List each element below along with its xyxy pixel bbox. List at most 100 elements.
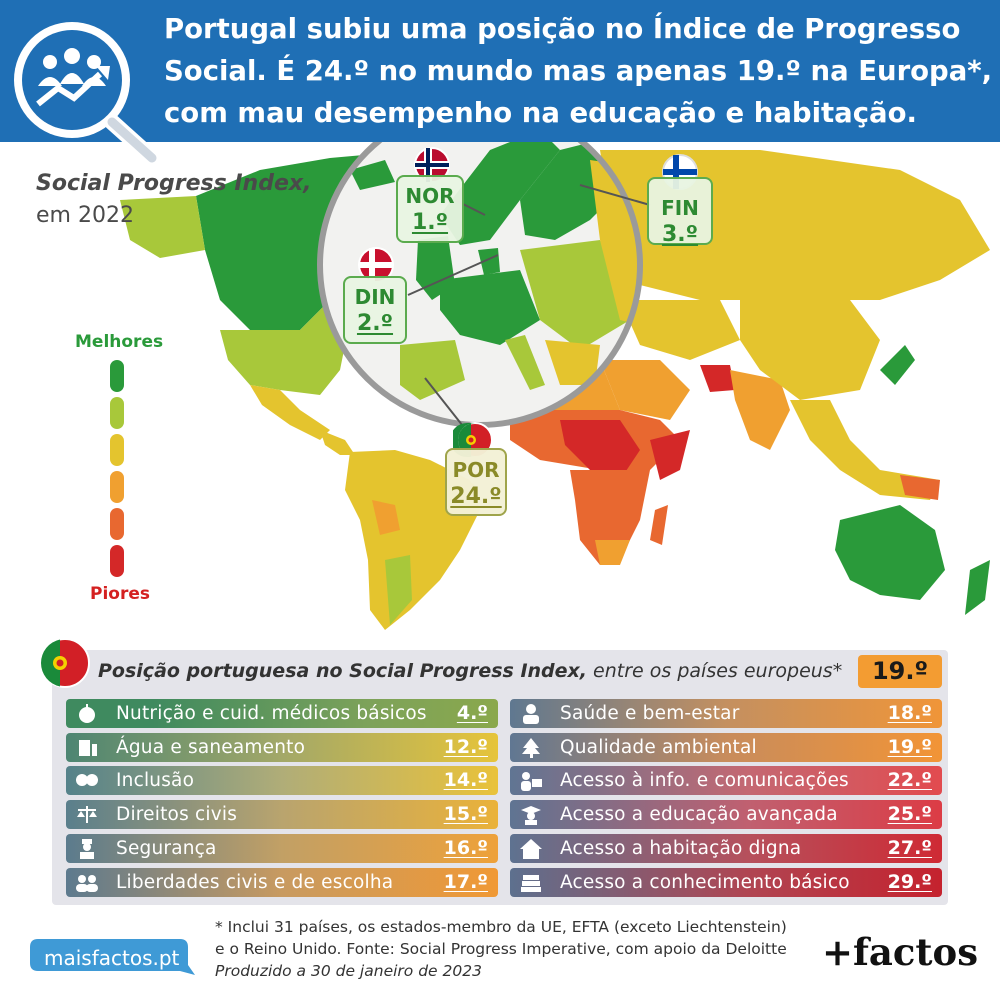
row-label: Liberdades civis e de escolha [116, 871, 394, 893]
justice-scale-icon [77, 806, 97, 824]
panel-heading-rest: entre os países europeus* [587, 660, 843, 682]
left-row: Inclusão 14.º [66, 766, 498, 796]
subtitle-italic: Social Progress Index, [36, 171, 312, 196]
graduate-icon [521, 806, 541, 826]
site-url[interactable]: maisfactos.pt [44, 946, 180, 970]
lens-italy [505, 335, 545, 390]
map-new-zealand [965, 560, 990, 615]
people-icon [76, 874, 98, 892]
callout-code: POR [452, 458, 500, 482]
denmark-flag-icon [358, 247, 394, 283]
legend-worst: Piores [90, 584, 150, 604]
doctor-icon [523, 704, 539, 724]
row-label: Acesso a educação avançada [560, 804, 838, 826]
map-central-asia [620, 300, 740, 360]
map-africa-center [560, 420, 640, 480]
lens-western-europe [440, 270, 540, 345]
map-chile-argentina [385, 555, 412, 625]
row-label: Água e saneamento [116, 736, 306, 758]
callout-rank: 2.º [356, 311, 394, 336]
lens-denmark [478, 248, 500, 275]
footnote-date: Produzido a 30 de janeiro de 2023 [215, 962, 482, 980]
lens-russia [590, 160, 638, 330]
legend-swatch-1 [110, 360, 124, 392]
footnote-line-1: * Inclui 31 países, os estados-membro da… [215, 918, 787, 936]
callout-rank: 24.º [450, 484, 502, 509]
row-label: Acesso a habitação digna [560, 837, 802, 859]
row-label: Saúde e bem-estar [560, 703, 740, 724]
left-row: Liberdades civis e de escolha 17.º [66, 867, 498, 897]
map-mexico [250, 385, 330, 440]
left-row: Água e saneamento 12.º [66, 732, 498, 762]
portugal-flag-icon [40, 638, 90, 688]
row-label: Acesso a conhecimento básico [560, 871, 850, 893]
page-title: Portugal subiu uma posição no Índice de … [164, 13, 993, 129]
house-icon [520, 838, 542, 859]
row-label: Acesso à info. e comunicações [560, 770, 849, 792]
legend-swatch-6 [110, 545, 124, 577]
books-icon [521, 874, 541, 892]
right-row: Acesso a conhecimento básico 29.º [510, 867, 942, 897]
map-central-america [320, 430, 355, 455]
row-rank: 15.º [443, 803, 488, 826]
map-india [730, 370, 790, 450]
computer-user-icon [521, 772, 542, 792]
right-row: Acesso à info. e comunicações 22.º [510, 766, 942, 796]
callout-portugal: POR 24.º [445, 448, 507, 516]
brand-logo: +factos [822, 930, 979, 974]
footnote-line-2: e o Reino Unido. Fonte: Social Progress … [215, 940, 787, 958]
map-alaska [120, 196, 205, 258]
right-row: Acesso a habitação digna 27.º [510, 833, 942, 863]
lens-norway [440, 142, 560, 245]
lens-balkans [545, 340, 600, 385]
row-rank: 16.º [443, 836, 488, 859]
row-label: Nutrição e cuid. médicos básicos [116, 703, 427, 724]
legend-swatch-4 [110, 471, 124, 503]
legend-best: Melhores [75, 332, 164, 352]
map-bolivia [372, 500, 400, 535]
map-japan [880, 345, 915, 385]
magnifier-logo-icon [14, 22, 160, 166]
map-australia [835, 505, 945, 600]
row-rank: 12.º [443, 735, 488, 758]
lens-iceland [350, 160, 395, 190]
row-rank: 27.º [887, 836, 932, 859]
row-rank: 29.º [887, 870, 932, 893]
footnote: * Inclui 31 países, os estados-membro da… [215, 916, 787, 982]
right-row: Saúde e bem-estar 18.º [510, 699, 942, 728]
left-row: Direitos civis 15.º [66, 800, 498, 830]
map-afghanistan [700, 365, 735, 392]
water-glass-icon [79, 739, 97, 756]
panel-heading: Posição portuguesa no Social Progress In… [98, 660, 842, 682]
map-middle-east [600, 360, 690, 420]
row-rank: 17.º [443, 870, 488, 893]
row-label: Direitos civis [116, 804, 238, 826]
row-rank: 22.º [887, 769, 932, 792]
tree-icon [522, 737, 540, 758]
row-rank: 18.º [887, 702, 932, 724]
header-banner: Portugal subiu uma posição no Índice de … [0, 0, 1000, 142]
row-rank: 25.º [887, 803, 932, 826]
callout-norway: NOR 1.º [396, 175, 464, 243]
right-row: Acesso a educação avançada 25.º [510, 800, 942, 830]
world-map [120, 142, 990, 630]
callout-rank: 3.º [661, 222, 699, 247]
row-rank: 14.º [443, 769, 488, 792]
legend-swatch-2 [110, 397, 124, 429]
map-madagascar [650, 505, 668, 545]
callout-code: DIN [354, 285, 396, 309]
lens-eastern-europe [520, 240, 630, 350]
callout-code: FIN [661, 196, 699, 220]
row-label: Segurança [116, 837, 217, 859]
row-rank: 4.º [456, 702, 488, 724]
lens-iberia [400, 340, 465, 400]
map-africa-south [570, 470, 650, 565]
legend-swatch-5 [110, 508, 124, 540]
site-link[interactable]: maisfactos.pt [30, 939, 195, 979]
police-officer-icon [80, 838, 94, 859]
callout-finland: FIN 3.º [647, 177, 713, 247]
map-usa [220, 300, 350, 395]
callout-denmark: DIN 2.º [343, 276, 407, 344]
subtitle-year: em 2022 [36, 203, 134, 228]
left-row: Segurança 16.º [66, 833, 498, 863]
